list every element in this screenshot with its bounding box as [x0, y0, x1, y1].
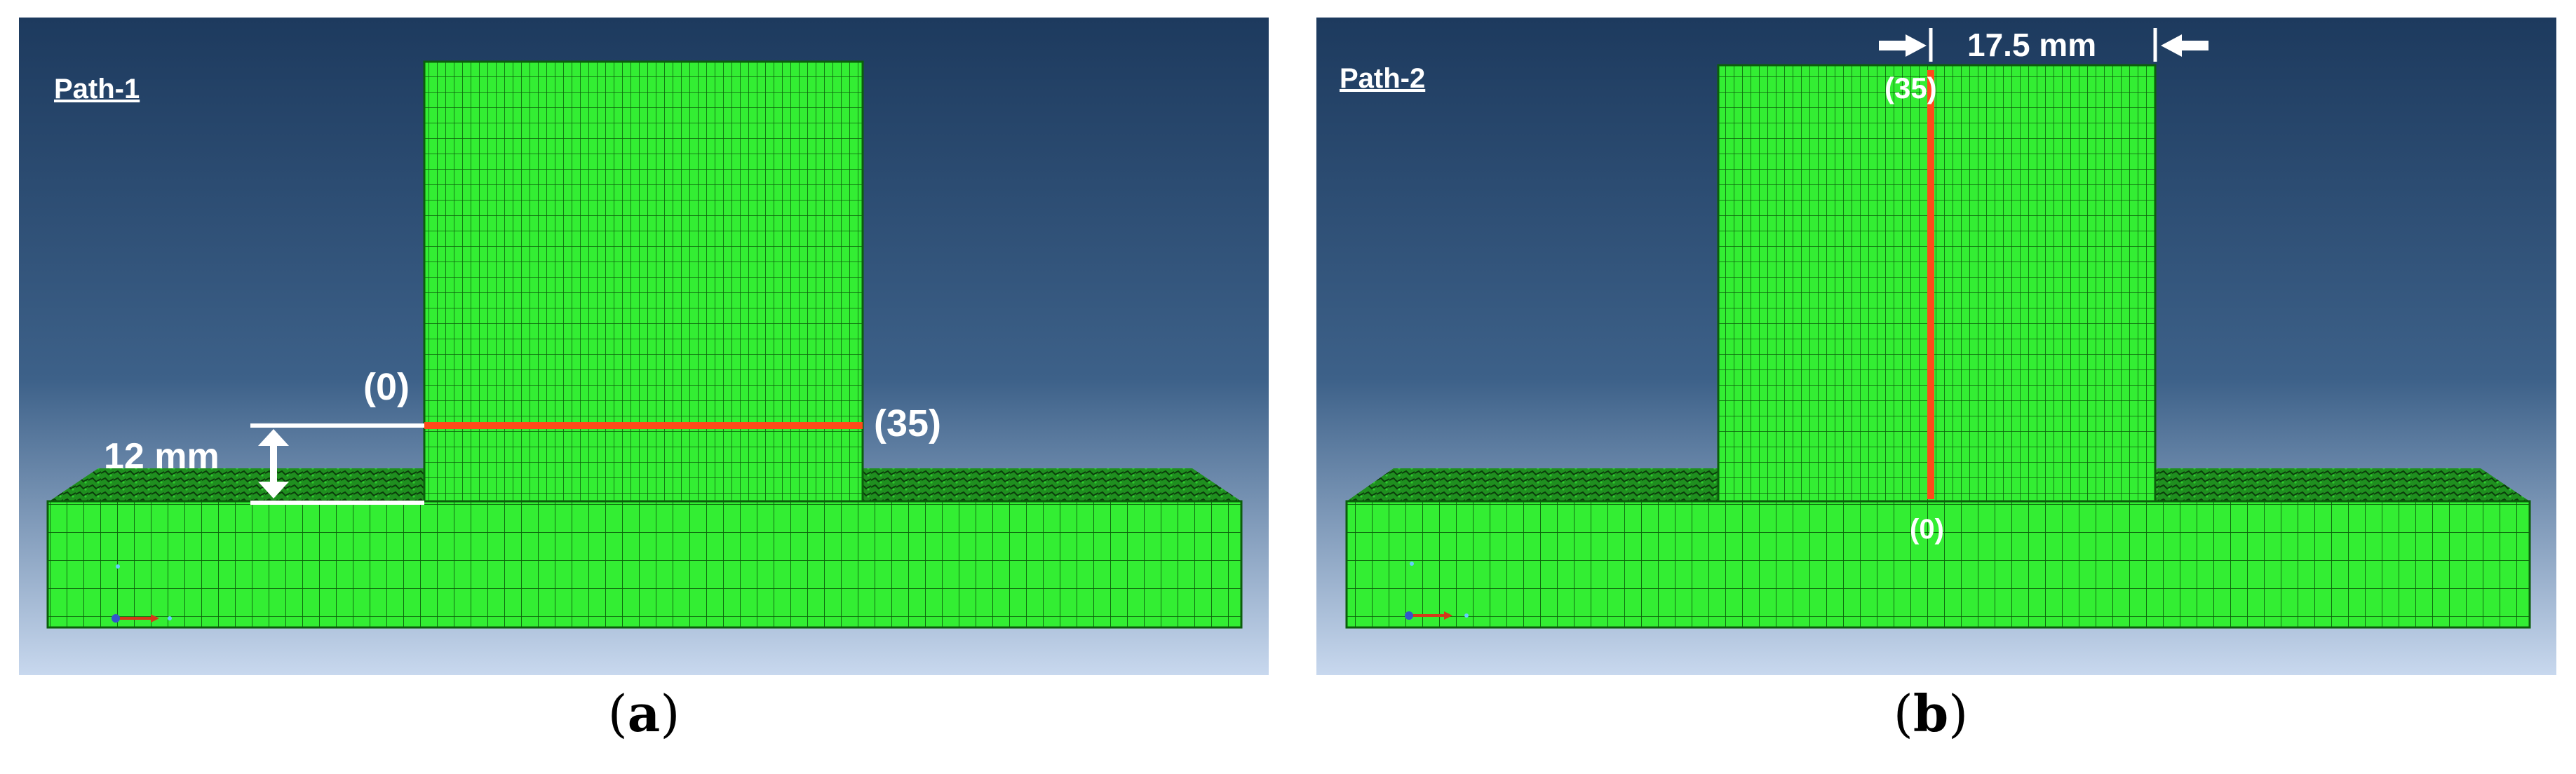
base-front-face	[46, 500, 1243, 629]
caption-letter: a	[627, 684, 661, 743]
caption-b: (b)	[1854, 688, 2008, 740]
axis-triad-icon	[1405, 562, 1469, 620]
dimension-arrow-right-icon	[2153, 28, 2209, 62]
caption-close: )	[1948, 684, 1969, 743]
panel-a-render: Path-1 (0) (35) 12 mm	[19, 18, 1269, 675]
dimension-label: 12 mm	[104, 436, 220, 477]
end-point-label: (35)	[874, 402, 941, 444]
path-title: Path-1	[54, 74, 140, 104]
vertical-plate	[1717, 64, 2157, 503]
path-title: Path-2	[1340, 63, 1425, 94]
panel-b: Path-2 (35) (0) 17.5 mm (b)	[1288, 0, 2576, 774]
start-point-label: (0)	[363, 366, 410, 408]
end-point-label: (35)	[1884, 72, 1937, 104]
dimension-label: 17.5 mm	[1967, 27, 2096, 63]
vertical-plate	[423, 60, 864, 503]
axis-triad-icon	[112, 564, 172, 623]
caption-open: (	[1893, 684, 1913, 743]
caption-close: )	[660, 684, 680, 743]
panel-a: Path-1 (0) (35) 12 mm (a)	[19, 18, 1269, 740]
dimension-arrow-left-icon	[1879, 28, 1933, 62]
caption-open: (	[607, 684, 628, 743]
dimension-arrow-icon	[258, 429, 289, 498]
caption-a: (a)	[567, 688, 721, 740]
start-point-label: (0)	[1910, 514, 1944, 545]
caption-letter: b	[1913, 684, 1949, 743]
panel-b-render: Path-2 (35) (0) 17.5 mm	[1316, 18, 2556, 675]
